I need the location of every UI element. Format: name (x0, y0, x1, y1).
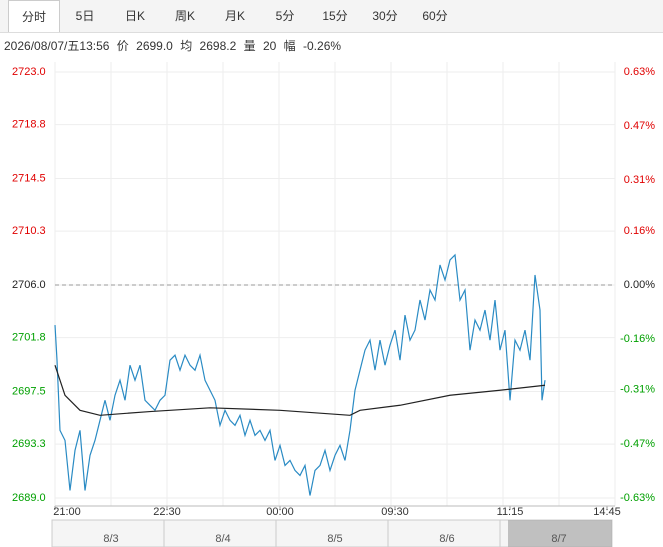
y-tick-label: 2701.8 (12, 332, 46, 344)
tab[interactable]: 30分 (372, 9, 398, 23)
tab[interactable]: 分时 (8, 0, 60, 32)
vol: 20 (262, 39, 277, 53)
price-label: 价 (116, 39, 129, 53)
tab-bar: 分时 5日 日K 周K 月K 5分 15分 30分 60分 (0, 0, 663, 33)
navigator-window (508, 520, 612, 547)
nav-date: 8/4 (215, 533, 230, 545)
x-tick-label: 22:30 (153, 506, 181, 518)
y-tick-label: 2710.3 (12, 225, 46, 237)
y2-tick-label: -0.16% (620, 333, 655, 345)
nav-date: 8/7 (551, 533, 566, 545)
x-tick-label: 14:45 (593, 506, 621, 518)
nav-date: 8/6 (439, 533, 454, 545)
x-tick-label: 09:30 (381, 506, 409, 518)
nav-date: 8/3 (103, 533, 118, 545)
y2-tick-label: 0.47% (624, 120, 655, 132)
x-tick-label: 11:15 (497, 506, 524, 518)
nav-date: 8/5 (327, 533, 342, 545)
tab[interactable]: 5日 (75, 9, 95, 23)
tab[interactable]: 60分 (422, 9, 448, 23)
series-line (54, 253, 546, 496)
info-line: 2026/08/07/五13:56 价 2699.0 均 2698.2 量 20… (4, 37, 345, 54)
y2-tick-label: -0.63% (620, 492, 655, 504)
avg: 2698.2 (199, 39, 237, 53)
tab[interactable]: 月K (224, 9, 245, 23)
tab[interactable]: 日K (124, 9, 145, 23)
price: 2699.0 (136, 39, 173, 53)
tab[interactable]: 周K (174, 9, 195, 23)
tab[interactable]: 15分 (322, 9, 348, 23)
y-tick-label: 2697.5 (12, 385, 46, 397)
y2-tick-label: -0.31% (620, 384, 655, 396)
range-label: 幅 (283, 39, 296, 53)
y2-tick-label: 0.63% (624, 66, 655, 78)
y2-tick-label: 0.31% (624, 174, 655, 186)
vol-label: 量 (243, 39, 256, 53)
y2-tick-label: 0.16% (624, 225, 655, 237)
y-tick-label: 2718.8 (12, 119, 46, 131)
x-tick-label: 00:00 (266, 506, 294, 518)
y-tick-label: 2706.0 (12, 279, 46, 291)
y2-tick-label: -0.47% (620, 438, 655, 450)
series-line (54, 364, 546, 416)
x-tick-label: 21:00 (53, 506, 81, 518)
y-tick-label: 2723.0 (12, 66, 46, 78)
y-tick-label: 2714.5 (12, 172, 46, 184)
range: -0.26% (303, 39, 342, 53)
tab[interactable]: 5分 (275, 9, 295, 23)
avg-label: 均 (180, 39, 193, 53)
y-tick-label: 2689.0 (12, 492, 46, 504)
y2-tick-label: 0.00% (624, 279, 655, 291)
y-tick-label: 2693.3 (12, 438, 46, 450)
time: 2026/08/07/五13:56 (4, 39, 110, 53)
